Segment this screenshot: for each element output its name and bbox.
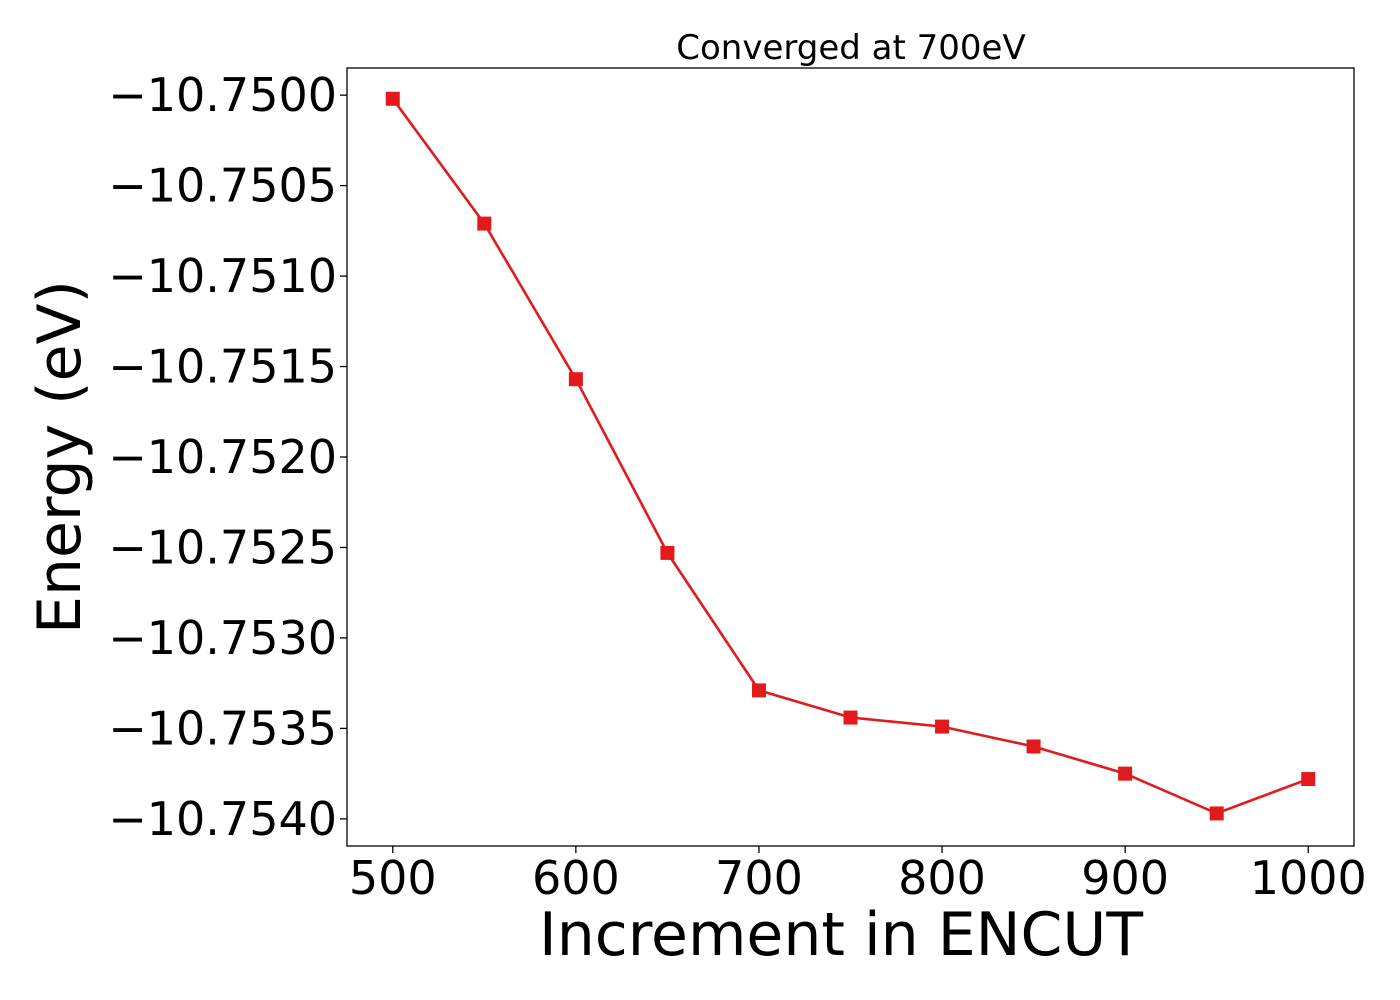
y-tick-label: −10.7500	[108, 68, 337, 122]
y-tick-label: −10.7505	[108, 159, 337, 213]
data-point-marker	[935, 719, 950, 734]
data-point-marker	[568, 372, 583, 387]
axis-ticks: 500 600 700 800 900 1000 −10.7500 −10.7505 −10.7…	[108, 68, 1367, 905]
data-point-marker	[385, 91, 400, 106]
x-tick-label: 1000	[1250, 851, 1367, 905]
x-tick-label: 900	[1081, 851, 1169, 905]
data-point-marker	[660, 545, 675, 560]
y-tick-label: −10.7530	[108, 611, 337, 665]
x-tick-label: 700	[715, 851, 803, 905]
x-tick-label: 600	[532, 851, 620, 905]
y-axis-title: Energy (eV)	[25, 280, 95, 634]
chart-title: Converged at 700eV	[676, 28, 1025, 68]
data-point-marker	[843, 710, 858, 725]
y-tick-label: −10.7525	[108, 520, 337, 574]
data-point-marker	[477, 216, 492, 231]
data-point-marker	[1118, 766, 1133, 781]
x-tick-label: 500	[349, 851, 437, 905]
y-tick-label: −10.7520	[108, 430, 337, 484]
x-tick-label: 800	[898, 851, 986, 905]
data-point-marker	[1301, 772, 1316, 787]
y-tick-label: −10.7535	[108, 701, 337, 755]
data-point-marker	[1209, 806, 1224, 821]
plot-frame	[346, 67, 1355, 847]
data-point-marker	[1026, 739, 1041, 754]
series-layer	[385, 91, 1316, 821]
y-tick-label: −10.7510	[108, 249, 337, 303]
data-point-marker	[751, 683, 766, 698]
y-tick-label: −10.7515	[108, 340, 337, 394]
x-axis-title: Increment in ENCUT	[539, 900, 1143, 970]
y-tick-label: −10.7540	[108, 792, 337, 846]
